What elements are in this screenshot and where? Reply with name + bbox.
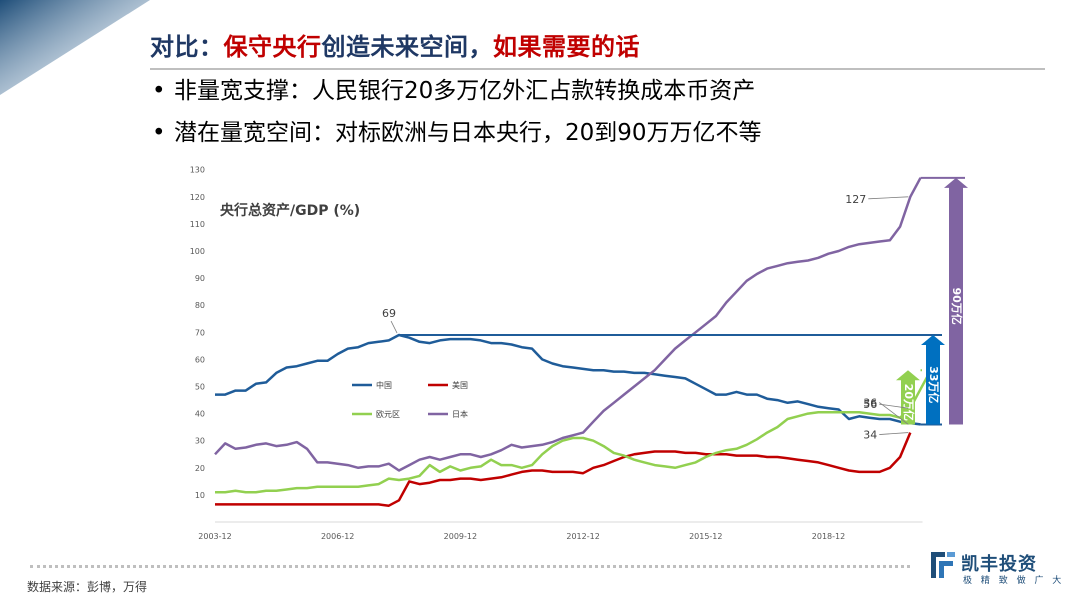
leader-line — [868, 196, 909, 200]
y-tick-label: 60 — [195, 355, 205, 364]
bullet-dot-icon: • — [152, 120, 166, 146]
arrow-label: 90万亿 — [950, 287, 964, 324]
bullet-text: 潜在量宽空间：对标欧洲与日本央行，20到90万万亿不等 — [174, 120, 762, 146]
series-line-中国 — [215, 333, 921, 426]
y-tick-label: 50 — [195, 383, 205, 392]
data-label: 56 — [863, 398, 877, 411]
bullet-item: • 非量宽支撑：人民银行20多万亿外汇占款转换成本币资产 — [152, 70, 762, 112]
chart-title: 央行总资产/GDP (%) — [220, 202, 360, 219]
data-label: 34 — [863, 429, 877, 442]
x-tick-label: 2003-12 — [198, 532, 231, 541]
corner-decoration — [0, 0, 150, 95]
arrow-0 — [896, 370, 920, 425]
data-label: 36 — [863, 396, 877, 409]
x-tick-label: 2015-12 — [689, 532, 722, 541]
y-tick-label: 100 — [190, 247, 205, 256]
title-divider — [150, 68, 1045, 70]
logo-slogan: 极 精 致 做 广 大 — [963, 576, 1065, 586]
x-tick-label: 2012-12 — [566, 532, 599, 541]
logo-name: 凯丰投资 — [961, 554, 1037, 575]
logo-mark-icon — [925, 548, 957, 582]
data-label: 127 — [845, 193, 866, 206]
bullet-text: 非量宽支撑：人民银行20多万亿外汇占款转换成本币资产 — [174, 78, 756, 104]
series-line-美国 — [215, 432, 912, 507]
data-label: 69 — [382, 307, 396, 320]
y-tick-label: 120 — [190, 193, 205, 202]
x-tick-label: 2009-12 — [444, 532, 477, 541]
arrow-label: 33万亿 — [927, 366, 941, 403]
y-tick-label: 130 — [190, 166, 205, 175]
arrow-1 — [921, 335, 945, 425]
legend-label: 欧元区 — [376, 409, 400, 419]
bullet-item: • 潜在量宽空间：对标欧洲与日本央行，20到90万万亿不等 — [152, 112, 762, 154]
title-part-3: 创造未来空间， — [321, 33, 493, 61]
title-part-1: 对比： — [150, 33, 224, 61]
footer-dotted-divider — [30, 565, 910, 568]
legend-label: 美国 — [452, 380, 468, 390]
x-tick-label: 2006-12 — [321, 532, 354, 541]
y-tick-label: 30 — [195, 437, 205, 446]
y-tick-label: 90 — [195, 274, 205, 283]
legend-label: 中国 — [376, 380, 392, 390]
data-source: 数据来源：彭博，万得 — [27, 580, 148, 594]
series-line-欧元区 — [215, 369, 932, 494]
leader-line — [879, 432, 909, 435]
page-title: 对比：保守央行创造未来空间，如果需要的话 — [150, 27, 640, 62]
title-part-4: 如果需要的话 — [493, 33, 640, 61]
series-line-日本 — [214, 177, 922, 472]
bullet-list: • 非量宽支撑：人民银行20多万亿外汇占款转换成本币资产 • 潜在量宽空间：对标欧洲… — [152, 70, 762, 154]
leader-line — [879, 403, 909, 409]
title-part-2: 保守央行 — [223, 33, 322, 61]
leader-line — [390, 320, 398, 334]
bullet-dot-icon: • — [152, 78, 166, 104]
y-tick-label: 110 — [190, 220, 205, 229]
leader-line — [879, 402, 909, 425]
company-logo: 凯丰投资 极 精 致 做 广 大 — [925, 548, 1061, 588]
y-tick-label: 40 — [195, 410, 205, 419]
y-tick-label: 20 — [195, 464, 205, 473]
y-tick-label: 70 — [195, 328, 205, 337]
arrow-2 — [944, 177, 968, 425]
central-bank-assets-chart: 10 20 30 40 50 60 70 80 90 100 110 120 130 2003-12 200… — [190, 166, 968, 541]
arrow-label: 20万亿 — [902, 384, 916, 421]
y-tick-label: 10 — [195, 491, 205, 500]
legend-label: 日本 — [452, 409, 468, 419]
y-tick-label: 80 — [195, 301, 205, 310]
x-tick-label: 2018-12 — [812, 532, 845, 541]
